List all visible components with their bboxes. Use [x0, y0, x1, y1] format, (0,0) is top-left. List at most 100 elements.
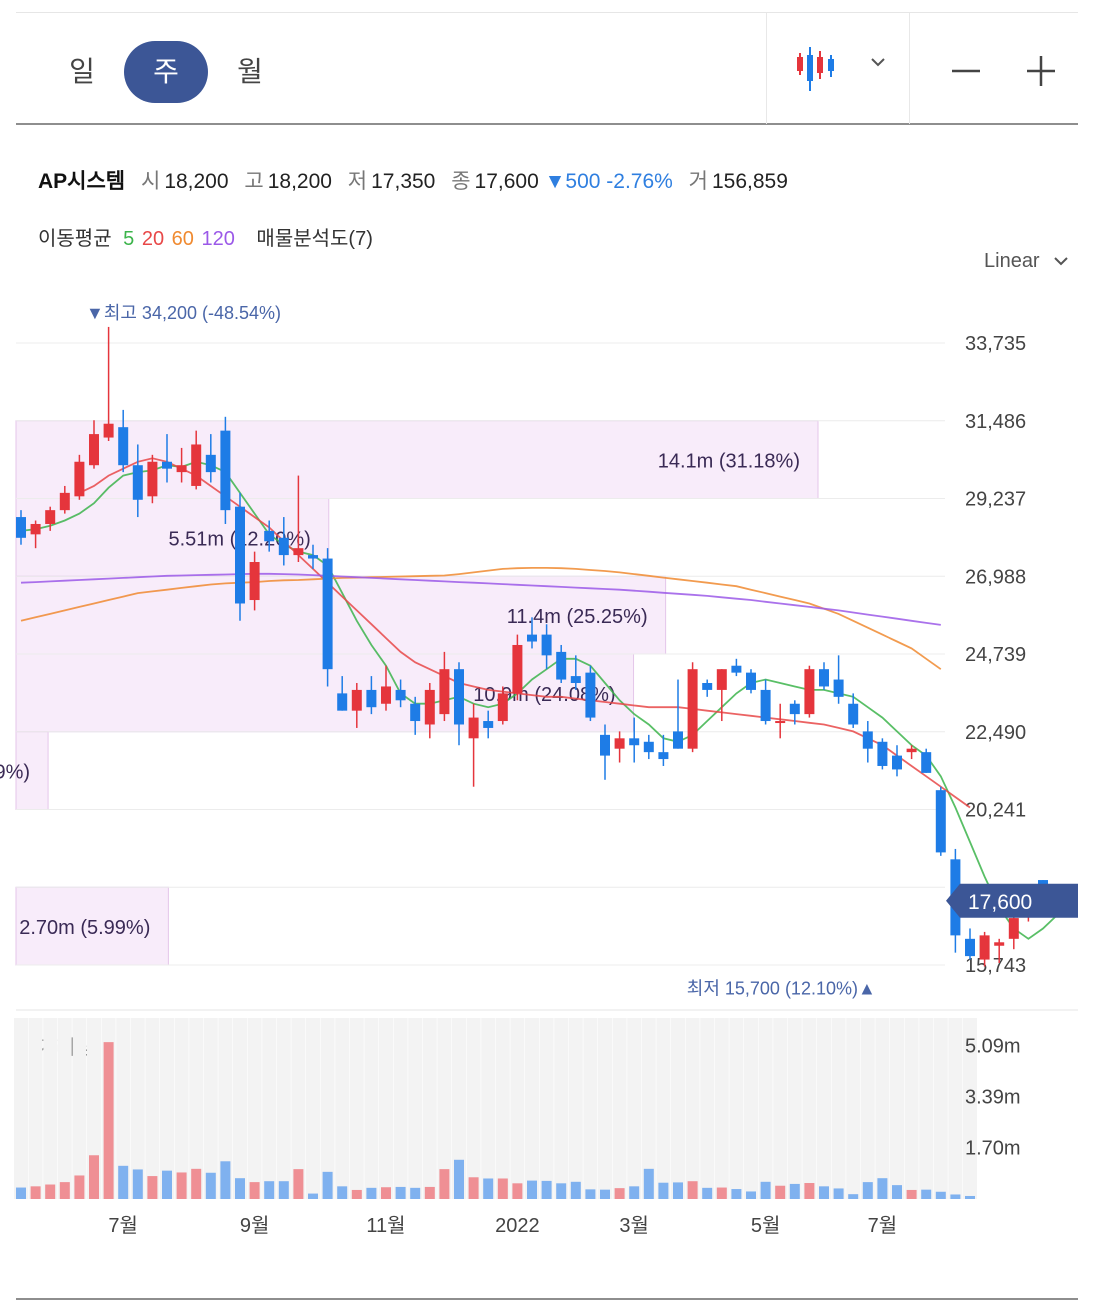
footer-divider: [16, 1298, 1078, 1300]
candle-body: [16, 517, 26, 538]
volume-bar: [235, 1178, 245, 1199]
volume-bar: [45, 1184, 56, 1199]
volume-column-bg: [817, 1018, 831, 1199]
x-tick-label: 3월: [619, 1214, 649, 1237]
ma-period-120: 120: [201, 228, 235, 250]
volume-tick-label: 5.09m: [965, 1035, 1021, 1057]
x-tick-label: 7월: [108, 1214, 138, 1237]
low-value: 17,350: [371, 170, 436, 193]
volume-column-bg: [919, 1018, 934, 1199]
volume-bar: [308, 1193, 318, 1199]
y-tick-label: 33,735: [965, 333, 1026, 355]
volume-column-bg: [495, 1018, 510, 1199]
volume-label: 거: [688, 170, 708, 193]
volume-bar: [614, 1188, 625, 1199]
chart-type-dropdown[interactable]: [869, 55, 887, 74]
scale-selector[interactable]: Linear: [984, 250, 1069, 273]
candle-body: [410, 703, 421, 722]
period-tab-week[interactable]: 주: [124, 41, 208, 103]
close-label: 종: [451, 170, 471, 193]
volume-bar: [351, 1189, 362, 1199]
volume-column-bg: [598, 1018, 612, 1199]
y-tick-label: 26,988: [965, 566, 1026, 588]
volume-column-bg: [291, 1018, 306, 1199]
volume-bar: [629, 1186, 640, 1199]
candle-body: [541, 634, 552, 656]
candle-body: [862, 731, 873, 749]
volume-bar: [965, 1195, 975, 1199]
volume-bar: [381, 1187, 391, 1199]
volume-column-bg: [846, 1018, 861, 1199]
volume-column-bg: [174, 1018, 189, 1199]
ma-label[interactable]: 이동평균: [38, 228, 112, 250]
volume-bar: [30, 1186, 41, 1199]
y-tick-label: 22,490: [965, 722, 1026, 744]
period-tab-month[interactable]: 월: [237, 56, 263, 87]
volume-bar: [483, 1178, 494, 1199]
volume-bar: [877, 1178, 888, 1199]
volume-profile-bar: [15, 886, 169, 966]
candle-body: [731, 665, 742, 673]
volume-profile-label[interactable]: 매물분석도(7): [256, 228, 373, 250]
volume-tick-label: 1.70m: [965, 1138, 1021, 1160]
current-price-label: 17,600: [968, 891, 1032, 914]
volume-column-bg: [28, 1018, 43, 1199]
ma-period-5: 5: [123, 228, 135, 250]
candle-body: [45, 510, 56, 524]
volume-bar: [906, 1189, 917, 1199]
volume-bar: [337, 1186, 348, 1199]
volume-column-bg: [510, 1018, 525, 1199]
quote-summary: AP시스템 시 18,200 고 18,200 저 17,350 종 17,600 ▼5…: [38, 165, 788, 195]
current-price-tag: [946, 883, 1078, 918]
volume-column-bg: [963, 1018, 977, 1199]
volume-bar: [527, 1180, 537, 1199]
candle-body: [585, 672, 596, 718]
volume-bar: [454, 1159, 464, 1199]
low-marker-label: 최저 15,700 (12.10%)▲: [687, 978, 876, 998]
candle-body: [59, 492, 70, 511]
volume-column-bg: [57, 1018, 72, 1199]
y-tick-label: 20,241: [965, 800, 1026, 822]
candle-body: [965, 938, 975, 957]
candle-body: [264, 530, 275, 542]
candle-body: [921, 752, 932, 773]
volume-bar: [118, 1165, 129, 1199]
candle-body: [454, 669, 464, 725]
volume-bar: [950, 1194, 961, 1199]
chart-type-button[interactable]: [794, 43, 838, 102]
volume-bar: [819, 1186, 829, 1199]
period-tab-day[interactable]: 일: [69, 56, 95, 87]
candle-body: [235, 506, 245, 604]
y-tick-label: 31,486: [965, 411, 1026, 433]
volume-bar: [322, 1171, 333, 1199]
volume-column-bg: [758, 1018, 773, 1199]
candle-body: [527, 634, 537, 642]
candle-body: [512, 644, 523, 694]
volume-bar: [89, 1155, 99, 1199]
volume-bar: [892, 1185, 902, 1199]
moving-average-60: [20, 567, 942, 670]
volume-column-bg: [641, 1018, 656, 1199]
volume-column-bg: [831, 1018, 846, 1199]
zoom-in-button[interactable]: [1021, 53, 1061, 94]
candle-body: [979, 935, 990, 960]
open-label: 시: [140, 170, 161, 193]
volume-profile-bar: [15, 731, 49, 810]
volume-column-bg: [685, 1018, 700, 1199]
candle-body: [804, 669, 815, 715]
volume-bar: [16, 1187, 26, 1199]
candle-body: [249, 562, 260, 601]
volume-bar: [570, 1181, 581, 1199]
volume-bar: [760, 1181, 771, 1199]
volume-bar: [366, 1187, 377, 1199]
candle-body: [570, 676, 581, 684]
candle-body: [483, 721, 494, 728]
volume-column-bg: [802, 1018, 817, 1199]
zoom-out-button[interactable]: [946, 53, 986, 94]
volume-column-bg: [247, 1018, 262, 1199]
candle-body: [906, 748, 917, 753]
volume-column-bg: [87, 1018, 101, 1199]
volume-bar: [512, 1183, 523, 1199]
volume-bar: [74, 1175, 85, 1199]
